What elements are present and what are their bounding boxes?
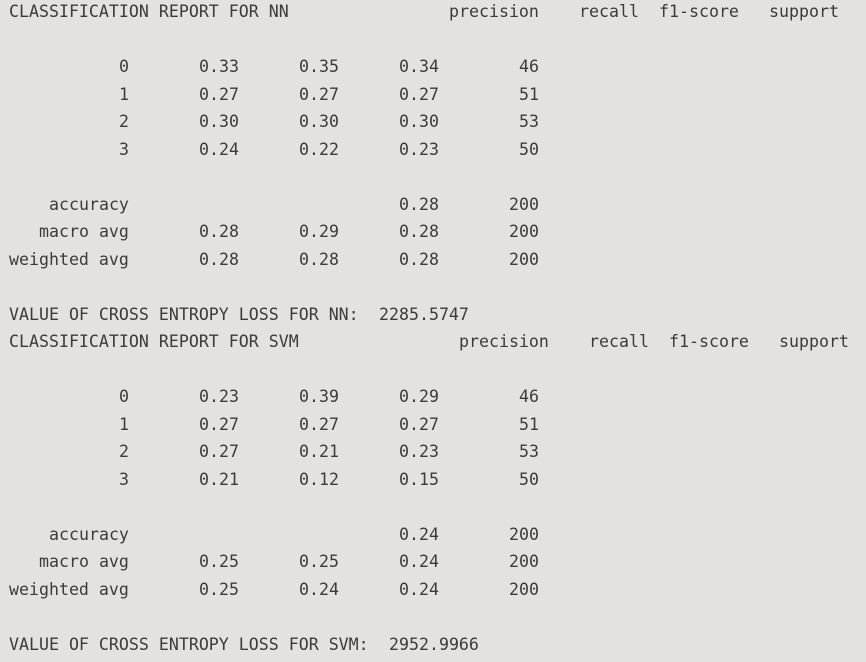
header-recall: recall	[589, 332, 649, 351]
header-recall: recall	[579, 2, 639, 21]
f1-score-value: 0.23	[399, 140, 439, 159]
recall-value: 0.35	[299, 57, 339, 76]
support-value: 46	[519, 57, 539, 76]
precision-value: 0.23	[199, 387, 239, 406]
precision-value: 0.30	[199, 112, 239, 131]
recall-value: 0.27	[299, 415, 339, 434]
recall-value: 0.39	[299, 387, 339, 406]
accuracy-support: 200	[509, 525, 539, 544]
class-label: 2	[119, 112, 129, 131]
precision-value: 0.28	[199, 250, 239, 269]
recall-value: 0.24	[299, 580, 339, 599]
support-value: 51	[519, 85, 539, 104]
accuracy-value: 0.28	[399, 195, 439, 214]
macro-avg-label: macro avg	[39, 552, 129, 571]
accuracy-support: 200	[509, 195, 539, 214]
f1-score-value: 0.34	[399, 57, 439, 76]
support-value: 200	[509, 250, 539, 269]
f1-score-value: 0.15	[399, 470, 439, 489]
report-title: CLASSIFICATION REPORT FOR NN	[9, 2, 289, 21]
precision-value: 0.27	[199, 442, 239, 461]
support-value: 46	[519, 387, 539, 406]
precision-value: 0.25	[199, 552, 239, 571]
f1-score-value: 0.27	[399, 415, 439, 434]
class-label: 3	[119, 140, 129, 159]
f1-score-value: 0.27	[399, 85, 439, 104]
macro-avg-label: macro avg	[39, 222, 129, 241]
recall-value: 0.25	[299, 552, 339, 571]
recall-value: 0.30	[299, 112, 339, 131]
loss-value: 2952.9966	[389, 635, 479, 654]
support-value: 200	[509, 580, 539, 599]
header-precision: precision	[459, 332, 549, 351]
support-value: 200	[509, 552, 539, 571]
precision-value: 0.28	[199, 222, 239, 241]
precision-value: 0.21	[199, 470, 239, 489]
class-label: 0	[119, 387, 129, 406]
f1-score-value: 0.24	[399, 580, 439, 599]
recall-value: 0.21	[299, 442, 339, 461]
f1-score-value: 0.29	[399, 387, 439, 406]
recall-value: 0.27	[299, 85, 339, 104]
class-label: 1	[119, 85, 129, 104]
f1-score-value: 0.28	[399, 222, 439, 241]
header-precision: precision	[449, 2, 539, 21]
header-f1-score: f1-score	[659, 2, 739, 21]
class-label: 2	[119, 442, 129, 461]
recall-value: 0.29	[299, 222, 339, 241]
class-label: 1	[119, 415, 129, 434]
support-value: 50	[519, 470, 539, 489]
accuracy-label: accuracy	[49, 195, 129, 214]
report-title: CLASSIFICATION REPORT FOR SVM	[9, 332, 299, 351]
class-label: 0	[119, 57, 129, 76]
loss-value: 2285.5747	[379, 305, 469, 324]
support-value: 53	[519, 442, 539, 461]
support-value: 50	[519, 140, 539, 159]
loss-label: VALUE OF CROSS ENTROPY LOSS FOR NN:	[9, 305, 359, 324]
class-label: 3	[119, 470, 129, 489]
precision-value: 0.27	[199, 415, 239, 434]
f1-score-value: 0.24	[399, 552, 439, 571]
recall-value: 0.28	[299, 250, 339, 269]
precision-value: 0.25	[199, 580, 239, 599]
weighted-avg-label: weighted avg	[9, 250, 129, 269]
header-f1-score: f1-score	[669, 332, 749, 351]
accuracy-label: accuracy	[49, 525, 129, 544]
accuracy-value: 0.24	[399, 525, 439, 544]
support-value: 200	[509, 222, 539, 241]
header-support: support	[779, 332, 849, 351]
precision-value: 0.27	[199, 85, 239, 104]
recall-value: 0.12	[299, 470, 339, 489]
recall-value: 0.22	[299, 140, 339, 159]
f1-score-value: 0.30	[399, 112, 439, 131]
support-value: 51	[519, 415, 539, 434]
f1-score-value: 0.23	[399, 442, 439, 461]
header-support: support	[769, 2, 839, 21]
weighted-avg-label: weighted avg	[9, 580, 129, 599]
support-value: 53	[519, 112, 539, 131]
loss-label: VALUE OF CROSS ENTROPY LOSS FOR SVM:	[9, 635, 369, 654]
f1-score-value: 0.28	[399, 250, 439, 269]
precision-value: 0.33	[199, 57, 239, 76]
precision-value: 0.24	[199, 140, 239, 159]
